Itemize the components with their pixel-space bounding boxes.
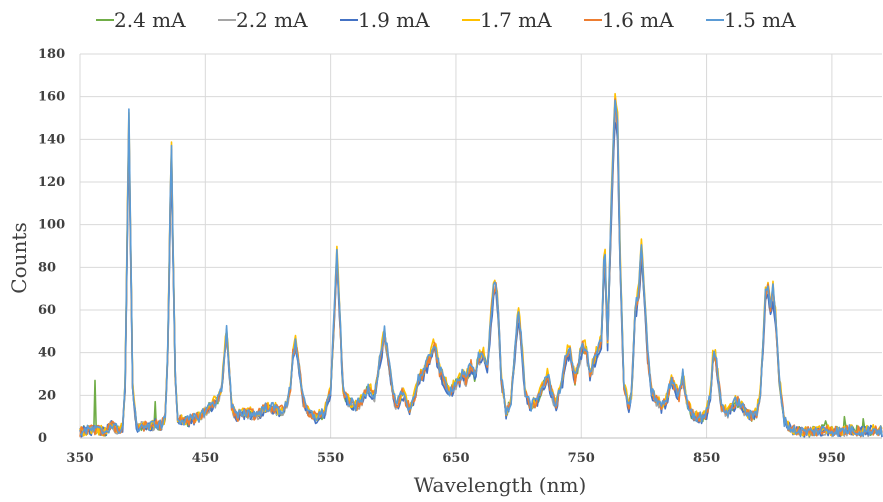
axes: 0 20 40 60 80 100 120 140 160 180 350 450 550 650 750 8… [38,47,882,466]
legend-label: 1.9 mA [358,8,430,32]
legend-label: 2.4 mA [114,8,186,32]
legend-label: 1.5 mA [724,8,796,32]
y-tick-label: 0 [38,431,47,446]
y-axis-title: Counts [7,222,31,293]
x-tick-label: 850 [693,451,720,466]
legend: 2.4 mA 2.2 mA 1.9 mA 1.7 mA 1.6 mA 1.5 mA [96,8,796,32]
y-tick-label: 80 [38,260,56,275]
y-tick-label: 40 [38,346,56,361]
legend-label: 1.7 mA [480,8,552,32]
y-tick-label: 160 [38,90,65,105]
x-tick-label: 550 [317,451,344,466]
y-tick-label: 120 [38,175,65,190]
y-tick-label: 140 [38,132,65,147]
x-tick-label: 950 [818,451,845,466]
gridlines [79,53,882,439]
series-line-1 [79,113,883,438]
y-tick-label: 180 [38,47,65,62]
y-tick-label: 20 [38,388,56,403]
y-tick-label: 60 [38,303,56,318]
series-lines [79,92,883,439]
series-line-2 [79,122,883,439]
legend-label: 2.2 mA [236,8,308,32]
x-tick-label: 450 [192,451,219,466]
series-line-0 [79,106,883,438]
legend-label: 1.6 mA [602,8,674,32]
x-tick-label: 350 [66,451,93,466]
x-tick-label: 750 [568,451,595,466]
y-tick-label: 100 [38,218,65,233]
x-tick-label: 650 [442,451,469,466]
series-line-5 [79,99,883,438]
x-axis-title: Wavelength (nm) [414,473,587,497]
